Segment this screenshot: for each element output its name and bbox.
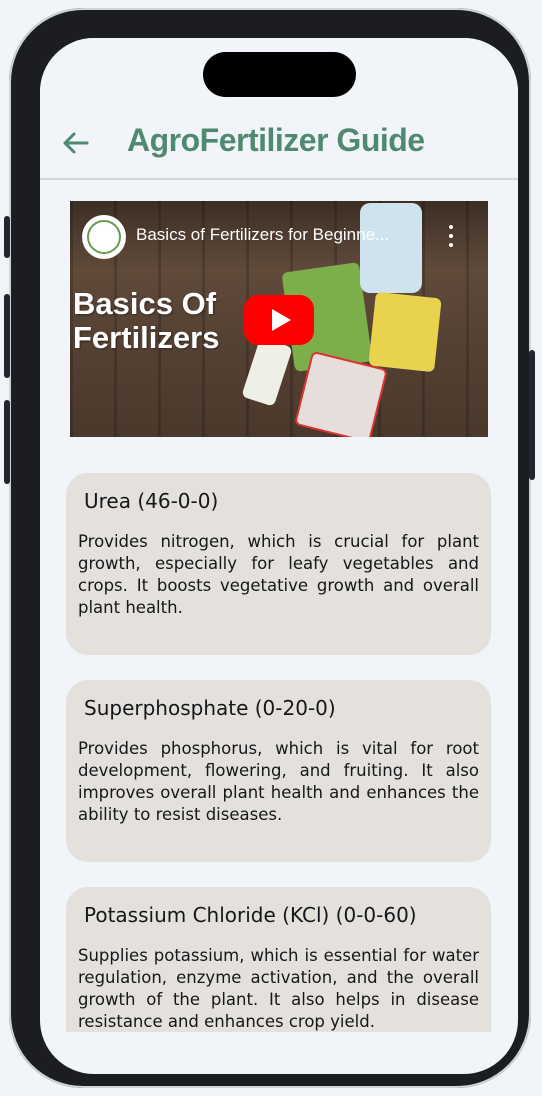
fertilizer-card[interactable]: Potassium Chloride (KCl) (0-0-60) Suppli… — [66, 887, 491, 1032]
back-button[interactable] — [58, 126, 92, 160]
page-title: AgroFertilizer Guide — [127, 122, 425, 158]
thumbnail-product-flower-bag — [368, 291, 442, 373]
fertilizer-name: Potassium Chloride (KCl) (0-0-60) — [84, 903, 417, 927]
video-title[interactable]: Basics of Fertilizers for Beginne... — [136, 225, 390, 244]
channel-avatar[interactable] — [82, 215, 126, 259]
power-button — [529, 350, 535, 480]
thumbnail-product-spray — [241, 337, 293, 407]
fertilizer-description: Supplies potassium, which is essential f… — [78, 946, 479, 1031]
play-icon — [272, 309, 291, 331]
video-player[interactable]: Basics of Fertilizers for Beginne... Bas… — [70, 201, 488, 437]
thumbnail-text-line-1: Basics Of — [73, 286, 217, 321]
screen: AgroFertilizer Guide Basics of Fertilize… — [40, 38, 518, 1074]
fertilizer-card[interactable]: Urea (46-0-0) Provides nitrogen, which i… — [66, 473, 491, 655]
video-thumbnail-text: Basics Of Fertilizers — [73, 287, 219, 355]
fertilizer-card[interactable]: Superphosphate (0-20-0) Provides phospho… — [66, 680, 491, 862]
action-button — [4, 216, 10, 258]
arrow-left-icon — [63, 132, 89, 154]
fertilizer-description: Provides phosphorus, which is vital for … — [78, 739, 479, 824]
thumbnail-product-bottle — [360, 203, 422, 293]
fertilizer-name: Superphosphate (0-20-0) — [84, 696, 336, 720]
more-options-icon[interactable] — [444, 225, 458, 247]
phone-frame: AgroFertilizer Guide Basics of Fertilize… — [4, 8, 535, 1088]
volume-down-button — [4, 400, 10, 484]
fertilizer-description: Provides nitrogen, which is crucial for … — [78, 532, 479, 617]
play-button[interactable] — [244, 295, 314, 345]
fertilizer-list: Urea (46-0-0) Provides nitrogen, which i… — [40, 458, 518, 1032]
volume-up-button — [4, 294, 10, 378]
fertilizer-name: Urea (46-0-0) — [84, 489, 219, 513]
dynamic-island — [203, 52, 356, 97]
thumbnail-text-line-2: Fertilizers — [73, 320, 220, 355]
